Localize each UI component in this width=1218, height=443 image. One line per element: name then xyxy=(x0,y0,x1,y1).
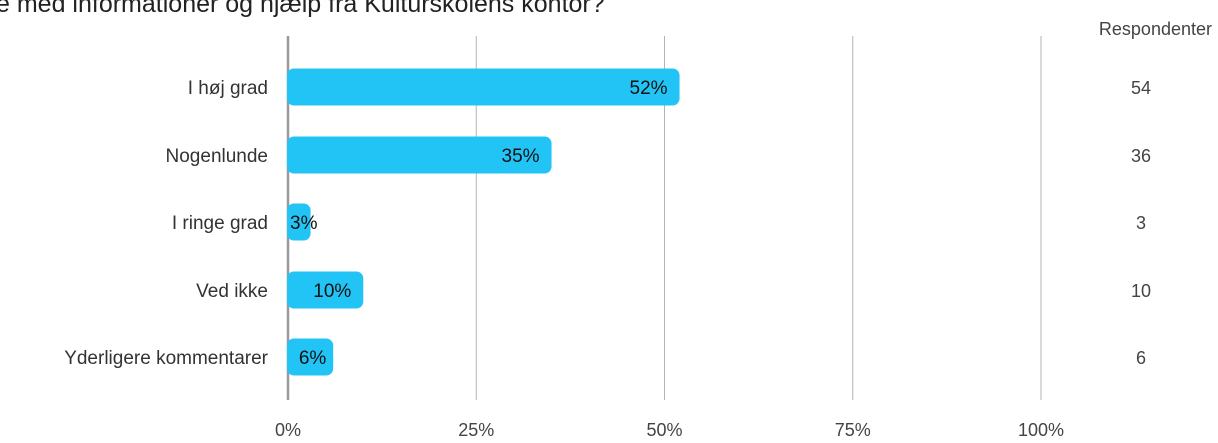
data-label: 35% xyxy=(502,146,540,167)
category-label: Yderligere kommentarer xyxy=(64,348,268,369)
bar xyxy=(287,68,680,106)
respondent-count: 6 xyxy=(1136,348,1146,368)
data-label: 52% xyxy=(630,78,668,99)
category-label: I ringe grad xyxy=(172,213,268,234)
category-label: I høj grad xyxy=(188,78,268,99)
x-tick-label: 0% xyxy=(275,420,301,438)
data-label: 6% xyxy=(299,348,327,369)
labels: 0% 25% 50% 75% 100% I høj grad 52% 54 Nogenlunde… xyxy=(64,78,1151,440)
chart-title: e med informationer og hjælp fra Kulturs… xyxy=(0,0,605,18)
bar xyxy=(287,271,364,309)
bars xyxy=(287,68,680,376)
category-label: Nogenlunde xyxy=(166,146,268,167)
bar xyxy=(287,136,552,174)
respondents-header: Respondenter xyxy=(1099,19,1212,39)
x-tick-label: 75% xyxy=(835,420,871,438)
bar xyxy=(287,338,334,376)
respondent-count: 10 xyxy=(1131,281,1151,301)
data-label: 3% xyxy=(290,213,318,234)
data-label: 10% xyxy=(313,281,351,302)
bar xyxy=(287,203,311,241)
x-tick-label: 50% xyxy=(646,420,682,438)
x-tick-label: 25% xyxy=(458,420,494,438)
x-tick-label: 100% xyxy=(1018,420,1064,438)
respondent-count: 3 xyxy=(1136,213,1146,233)
respondent-count: 36 xyxy=(1131,146,1151,166)
category-label: Ved ikke xyxy=(196,281,268,302)
respondent-count: 54 xyxy=(1131,78,1151,98)
